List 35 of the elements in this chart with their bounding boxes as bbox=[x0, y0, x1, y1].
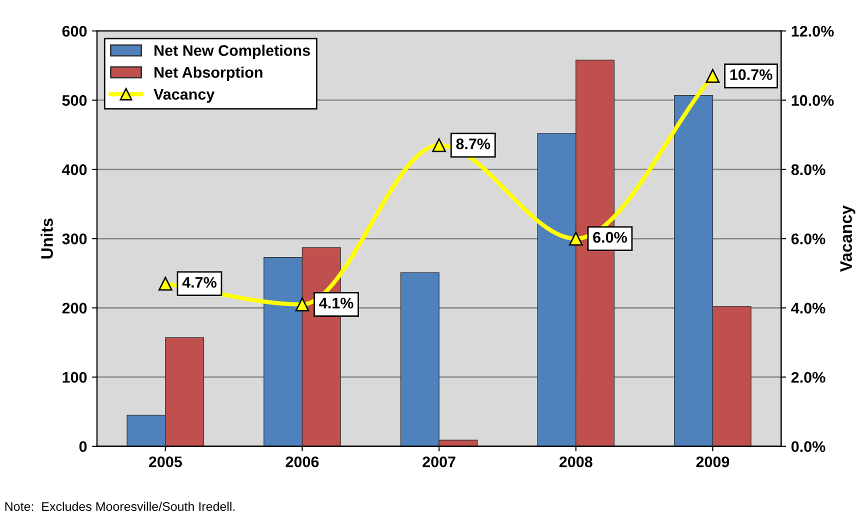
x-tick-label: 2005 bbox=[148, 456, 182, 468]
data-label: 4.7% bbox=[182, 276, 216, 288]
data-label: 6.0% bbox=[593, 232, 627, 243]
point bbox=[158, 276, 172, 291]
y2-tick-label: 0.0% bbox=[791, 441, 826, 452]
point bbox=[568, 232, 583, 246]
legend-label: Net New Completions bbox=[154, 44, 310, 59]
y2-tick-label: 8.0% bbox=[791, 164, 826, 176]
y-tick-label: 200 bbox=[62, 302, 87, 314]
y2-tick-label: 10.0% bbox=[792, 95, 834, 106]
legend-label: Net Absorption bbox=[154, 66, 262, 81]
point bbox=[432, 138, 446, 152]
data-label: 4.1% bbox=[319, 298, 354, 308]
y-tick-label: 500 bbox=[62, 95, 87, 106]
y-tick-label: 400 bbox=[62, 164, 87, 176]
y-tick-label: 100 bbox=[62, 372, 87, 383]
y2-tick-label: 2.0% bbox=[791, 372, 826, 383]
data-label: 8.7% bbox=[456, 138, 490, 150]
legend-label: Vacancy bbox=[154, 89, 215, 103]
y-tick-label: 300 bbox=[62, 234, 87, 244]
y2-tick-label: 12.0% bbox=[792, 26, 834, 37]
point bbox=[706, 69, 720, 83]
x-tick-label: 2007 bbox=[422, 456, 456, 468]
point bbox=[295, 297, 310, 312]
y-tick-label: 600 bbox=[62, 26, 87, 37]
x-tick-label: 2008 bbox=[559, 456, 592, 468]
x-tick-label: 2006 bbox=[286, 456, 319, 468]
y2-tick-label: 6.0% bbox=[791, 234, 826, 244]
text: Note: Excludes Mooresville/South Iredell. bbox=[5, 502, 235, 511]
x-tick-label: 2009 bbox=[696, 456, 730, 468]
y-axis-title: Units bbox=[40, 218, 53, 258]
y2-axis-title: Vacancy bbox=[840, 205, 856, 272]
y2-tick-label: 4.0% bbox=[791, 302, 826, 314]
y-tick-label: 0 bbox=[79, 441, 87, 452]
data-label: 10.7% bbox=[730, 69, 772, 80]
